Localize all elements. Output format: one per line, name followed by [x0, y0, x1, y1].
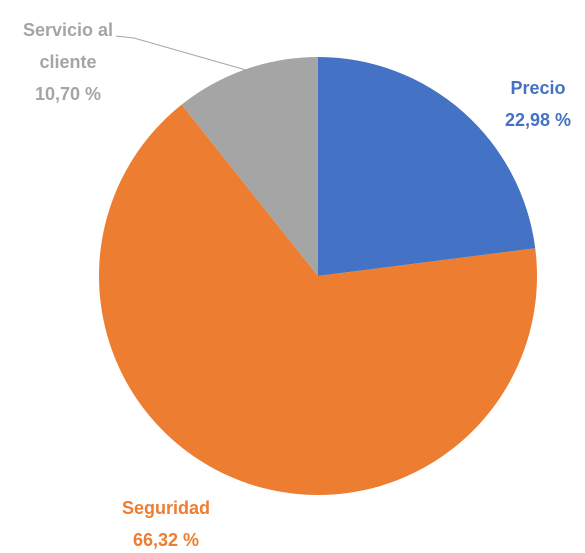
leader-line [115, 35, 247, 71]
value-label: 66,32 % [132, 530, 200, 550]
value-label: 22,98 % [504, 110, 572, 130]
category-label: Precio [510, 78, 566, 98]
category-label: Servicio al cliente [22, 20, 114, 72]
value-label: 10,70 % [34, 84, 102, 104]
pie-slice [318, 57, 536, 276]
category-label: Seguridad [121, 498, 210, 518]
pie-slice [98, 104, 538, 496]
pie-slice [181, 56, 318, 276]
